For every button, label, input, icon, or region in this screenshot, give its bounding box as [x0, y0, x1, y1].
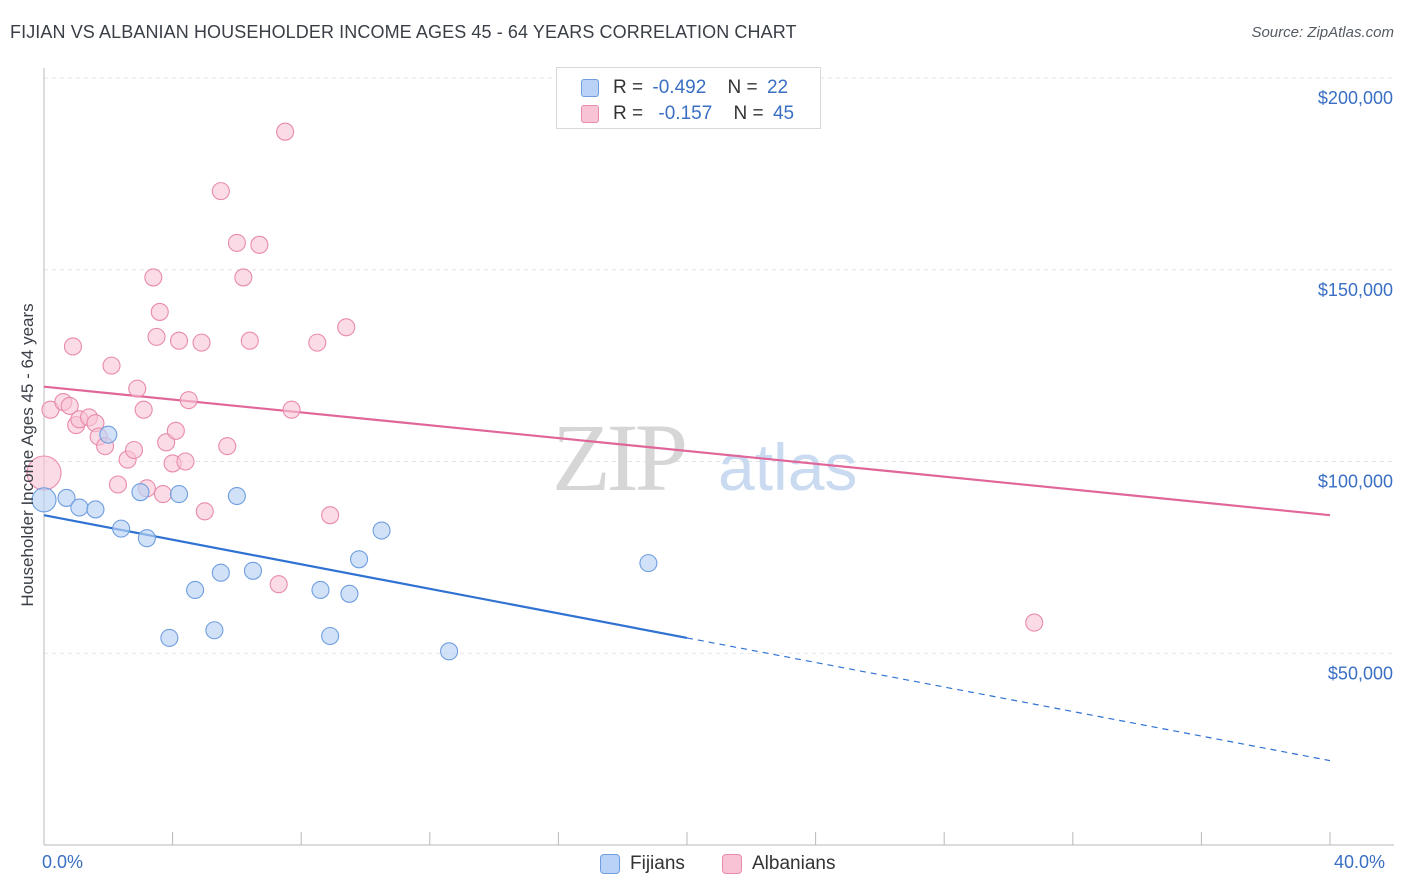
point-albanians-18 — [144, 268, 163, 287]
source-label: Source: ZipAtlas.com — [1251, 24, 1394, 41]
point-albanians-25 — [169, 331, 189, 350]
point-fijians-8 — [160, 628, 179, 647]
point-albanians-15 — [128, 379, 147, 398]
point-fijians-16 — [321, 626, 340, 646]
point-albanians-28 — [192, 333, 211, 352]
trend-lines — [43, 385, 1331, 762]
legend-r-value-albanians: -0.157 — [658, 103, 713, 124]
x-tick-label-max: 40.0% — [1334, 852, 1386, 872]
point-albanians-35 — [250, 235, 269, 254]
legend-n-value-fijians: 22 — [766, 77, 789, 98]
legend-n-value-albanians: 45 — [772, 103, 795, 124]
legend-swatch-albanians — [581, 105, 599, 123]
legend-r-label: R = — [613, 77, 644, 98]
point-albanians-3 — [60, 396, 79, 415]
point-fijians-17 — [340, 584, 359, 603]
y-tick-label-2: $150,000 — [1318, 280, 1393, 300]
point-fijians-9 — [169, 485, 189, 504]
point-fijians-11 — [205, 621, 224, 640]
point-albanians-42 — [1025, 613, 1044, 632]
legend-n-label: N = — [727, 77, 758, 98]
point-albanians-19 — [147, 327, 166, 346]
point-albanians-14 — [124, 440, 144, 460]
point-albanians-27 — [179, 391, 198, 410]
point-albanians-37 — [276, 122, 295, 141]
point-fijians-21 — [639, 554, 658, 573]
point-albanians-32 — [227, 233, 246, 252]
point-fijians-13 — [227, 486, 246, 506]
point-albanians-30 — [211, 182, 230, 201]
point-fijians-2 — [70, 498, 89, 517]
point-fijians-6 — [131, 483, 150, 502]
point-albanians-26 — [176, 452, 195, 471]
point-albanians-4 — [63, 337, 82, 356]
point-albanians-41 — [337, 318, 356, 337]
point-fijians-15 — [311, 580, 330, 600]
chart-title: FIJIAN VS ALBANIAN HOUSEHOLDER INCOME AG… — [10, 22, 797, 42]
legend-n-label: N = — [733, 103, 764, 124]
trend-line-fijians-extension — [686, 637, 1331, 762]
legend-r-label: R = — [613, 103, 644, 124]
bottom-legend-label-albanians: Albanians — [752, 853, 836, 874]
point-fijians-1 — [57, 488, 76, 507]
point-fijians-14 — [243, 561, 263, 580]
x-tick-label-min: 0.0% — [42, 852, 84, 872]
point-albanians-33 — [234, 268, 253, 287]
y-tick-label-3: $200,000 — [1318, 88, 1393, 108]
point-albanians-11 — [102, 356, 121, 375]
point-albanians-20 — [150, 302, 169, 321]
point-fijians-7 — [137, 529, 156, 548]
point-albanians-21 — [153, 485, 173, 504]
watermark: ZIP atlas — [552, 404, 857, 511]
legend-swatch-fijians — [581, 79, 599, 97]
point-albanians-31 — [218, 437, 237, 456]
bottom-legend-swatch-fijians — [600, 854, 620, 874]
point-fijians-20 — [440, 642, 459, 661]
y-tick-labels: $50,000 $100,000 $150,000 $200,000 — [1318, 88, 1393, 683]
point-albanians-36 — [269, 575, 288, 594]
point-fijians-4 — [99, 425, 118, 444]
point-fijians-3 — [86, 500, 105, 519]
correlation-legend: R = -0.492 N = 22 R = -0.157 N = 45 — [556, 67, 821, 129]
point-albanians-29 — [195, 502, 214, 521]
point-fijians-5 — [112, 519, 131, 538]
point-albanians-12 — [108, 475, 127, 494]
point-fijians-19 — [372, 521, 391, 540]
watermark-atlas: atlas — [718, 430, 857, 504]
point-albanians-24 — [166, 421, 185, 440]
y-axis-label: Householder Income Ages 45 - 64 years — [18, 303, 37, 607]
point-fijians-18 — [350, 550, 369, 569]
point-fijians-12 — [211, 563, 230, 582]
bottom-legend-swatch-albanians — [722, 854, 742, 874]
point-fijians-0 — [31, 487, 57, 513]
y-tick-label-1: $100,000 — [1318, 472, 1393, 492]
point-albanians-39 — [308, 333, 327, 352]
trend-line-albanians — [43, 385, 1331, 517]
point-fijians-10 — [186, 580, 205, 600]
y-tick-label-0: $50,000 — [1328, 663, 1393, 683]
watermark-zip: ZIP — [552, 404, 685, 511]
point-albanians-34 — [240, 331, 259, 350]
data-points — [26, 122, 1044, 661]
point-albanians-16 — [134, 400, 153, 419]
point-albanians-38 — [282, 400, 301, 419]
legend-r-value-fijians: -0.492 — [652, 77, 707, 98]
bottom-legend-label-fijians: Fijians — [630, 853, 685, 874]
point-albanians-40 — [321, 506, 340, 525]
